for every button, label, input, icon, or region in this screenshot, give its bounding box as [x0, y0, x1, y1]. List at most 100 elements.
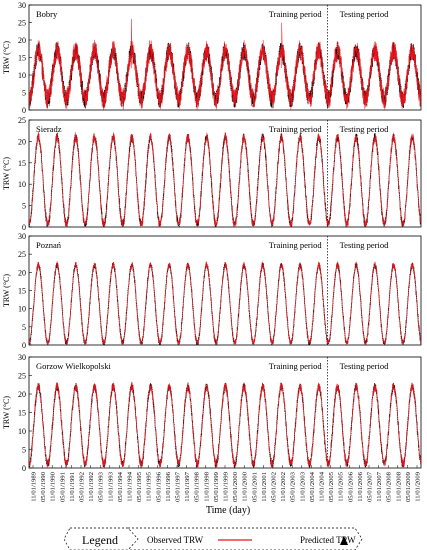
training-period-label: Training period — [269, 124, 323, 134]
legend-title: Legend — [82, 533, 118, 547]
chart-panel-2: 0 5 10 15 20 25 TRW (°C) Sieradz Training period… — [2, 116, 422, 232]
x-tick-label: 05/01/2002 — [271, 472, 278, 502]
y-tick-label: 10 — [18, 305, 26, 314]
x-tick-label: 05/01/2006 — [347, 471, 354, 502]
x-tick-label: 11/01/2002 — [280, 472, 287, 502]
y-tick-label: 20 — [18, 36, 26, 45]
y-tick-label: 10 — [18, 71, 26, 80]
x-tick-label: 05/01/2008 — [386, 471, 393, 502]
x-tick-label: 11/01/1997 — [184, 471, 191, 501]
y-tick-label: 10 — [18, 427, 26, 436]
y-tick-label: 5 — [22, 202, 26, 211]
x-axis: 11/01/1989 05/01/1990 11/01/1990 05/01/1991… — [31, 465, 422, 502]
y-tick-label: 20 — [18, 268, 26, 277]
x-tick-label: 05/01/2005 — [328, 471, 335, 502]
legend-observed-label: Observed TRW — [147, 535, 204, 545]
x-tick-label: 05/01/1991 — [59, 472, 66, 502]
y-tick-label: 5 — [22, 446, 26, 455]
x-tick-label: 05/01/1997 — [175, 471, 182, 502]
x-tick-label: 05/01/1996 — [155, 471, 162, 502]
x-tick-label: 05/01/1994 — [117, 471, 124, 502]
x-tick-label: 11/01/1990 — [50, 471, 57, 501]
testing-period-label: Testing period — [340, 361, 389, 371]
x-tick-label: 11/01/2008 — [395, 471, 402, 501]
x-tick-label: 05/01/2001 — [251, 472, 258, 502]
x-tick-label: 05/01/2009 — [405, 471, 412, 502]
x-tick-label: 11/01/1992 — [88, 472, 95, 502]
y-tick-label: 25 — [18, 250, 26, 259]
x-tick-label: 11/01/2003 — [299, 471, 306, 501]
x-tick-label: 11/01/1999 — [223, 471, 230, 501]
training-period-label: Training period — [269, 361, 323, 371]
y-tick-label: 0 — [22, 106, 26, 115]
y-axis-label: TRW (°C) — [2, 274, 11, 307]
station-name: Sieradz — [36, 124, 62, 134]
x-tick-label: 05/01/1993 — [98, 471, 105, 502]
training-period-label: Training period — [269, 9, 323, 19]
training-period-label: Training period — [269, 240, 323, 250]
x-tick-label: 11/01/2006 — [357, 471, 364, 501]
y-tick-label: 20 — [18, 137, 26, 146]
x-tick-label: 05/01/2003 — [290, 471, 297, 502]
y-tick-label: 15 — [18, 159, 26, 168]
x-tick-label: 05/01/2004 — [309, 471, 316, 502]
y-tick-label: 5 — [22, 89, 26, 98]
observed-trw-series — [29, 381, 421, 468]
y-tick-label: 20 — [18, 390, 26, 399]
y-axis-label: TRW (°C) — [2, 41, 11, 74]
chart-panel-3: 0 5 10 15 20 25 30 TRW (°C) Poznań Training perio… — [2, 232, 422, 350]
y-tick-label: 15 — [18, 409, 26, 418]
plot-frame — [28, 119, 422, 228]
x-tick-label: 05/01/2007 — [367, 471, 374, 502]
y-tick-label: 25 — [18, 372, 26, 381]
observed-trw-series — [29, 131, 421, 227]
predicted-trw-series — [29, 262, 421, 345]
station-name: Bobry — [36, 9, 58, 19]
y-tick-label: 0 — [22, 464, 26, 473]
x-tick-label: 05/01/1998 — [194, 471, 201, 502]
chart-panels: 0 5 10 15 20 25 30 TRW (°C) Bobry Training period… — [2, 1, 422, 473]
x-tick-label: 11/01/2009 — [415, 471, 422, 501]
x-tick-label: 11/01/2004 — [319, 471, 326, 501]
legend-predicted-triangle-icon — [340, 536, 348, 545]
x-tick-label: 11/01/1996 — [165, 471, 172, 501]
testing-period-label: Testing period — [340, 240, 389, 250]
y-tick-label: 15 — [18, 54, 26, 63]
predicted-trw-series — [29, 132, 421, 227]
legend-items-box — [128, 527, 363, 550]
testing-period-label: Testing period — [340, 124, 389, 134]
x-tick-label: 11/01/2005 — [338, 471, 345, 501]
x-tick-label: 11/01/1991 — [69, 472, 76, 502]
chart-panel-4: 0 5 10 15 20 25 30 TRW (°C) Gorzow Wielkopolski T… — [2, 353, 422, 473]
x-tick-label: 11/01/1994 — [127, 471, 134, 501]
x-tick-label: 05/01/1992 — [79, 472, 86, 502]
legend: Legend Observed TRW Predicted TRW — [63, 527, 363, 550]
y-tick-label: 0 — [22, 341, 26, 350]
observed-trw-series — [29, 18, 421, 110]
legend-predicted-label: Predicted TRW — [300, 535, 356, 545]
y-tick-label: 30 — [18, 232, 26, 241]
y-tick-label: 10 — [18, 180, 26, 189]
y-tick-label: 25 — [18, 116, 26, 125]
y-tick-label: 30 — [18, 353, 26, 362]
x-tick-label: 05/01/1995 — [136, 471, 143, 502]
y-tick-label: 0 — [22, 223, 26, 232]
x-tick-label: 05/01/1999 — [213, 471, 220, 502]
x-tick-label: 11/01/1989 — [31, 471, 38, 501]
observed-trw-series — [29, 261, 421, 345]
x-tick-label: 11/01/1993 — [107, 471, 114, 501]
y-axis-label: TRW (°C) — [2, 157, 11, 190]
x-tick-label: 05/01/1990 — [40, 471, 47, 502]
x-tick-label: 11/01/2000 — [242, 471, 249, 501]
x-tick-label: 11/01/1995 — [146, 471, 153, 501]
x-tick-label: 11/01/1998 — [203, 471, 210, 501]
x-tick-label: 11/01/2007 — [376, 471, 383, 501]
station-name: Gorzow Wielkopolski — [36, 361, 111, 371]
x-tick-label: 11/01/2001 — [261, 472, 268, 502]
predicted-trw-series — [29, 382, 421, 468]
y-tick-label: 5 — [22, 323, 26, 332]
chart-panel-1: 0 5 10 15 20 25 30 TRW (°C) Bobry Training period… — [2, 1, 422, 115]
y-tick-label: 15 — [18, 287, 26, 296]
y-tick-label: 30 — [18, 1, 26, 10]
